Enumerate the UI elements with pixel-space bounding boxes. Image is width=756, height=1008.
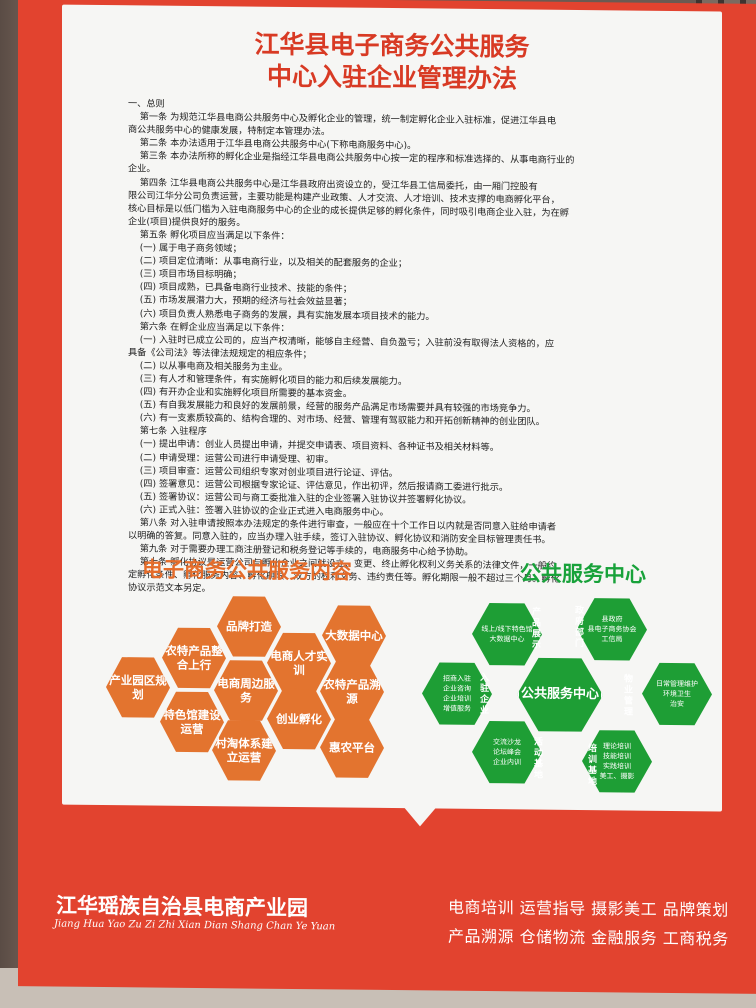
label-training: 培训基地 — [588, 744, 598, 788]
hex-farmer-platform: 惠农平台 — [320, 715, 384, 780]
poster-title: 江华县电子商务公共服务 中心入驻企业管理办法 — [62, 27, 722, 98]
red-banner: 江华县电子商务公共服务 中心入驻企业管理办法 一、总则 第一条 为规范江华县电商… — [18, 0, 756, 994]
hex-brand: 品牌打造 — [217, 594, 281, 659]
hex-specialty-hall: 特色馆建设运营 — [160, 690, 224, 755]
hex-center: 公共服务中心 — [517, 655, 603, 734]
hex-incubation: 创业孵化 — [267, 687, 331, 752]
label-tenant: 入驻企业 — [480, 672, 490, 717]
services-heading: 电子商务公共服务内容 — [142, 557, 352, 584]
label-government: 政府部门 — [575, 605, 585, 650]
public-center-heading: 公共服务中心 — [520, 561, 646, 587]
white-panel: 江华县电子商务公共服务 中心入驻企业管理办法 一、总则 第一条 为规范江华县电商… — [62, 4, 722, 812]
park-pinyin: Jiang Hua Yao Zu Zi Zhi Xian Dian Shang … — [54, 918, 336, 933]
hex-property: 日常管理维护 环境卫生 治安 — [642, 661, 712, 728]
hex-talent-training: 电商人才实训 — [267, 631, 331, 696]
hex-government: 县政府 县电子商务协会 工信局 — [577, 596, 647, 663]
title-line-2: 中心入驻企业管理办法 — [266, 61, 517, 94]
hex-village-taobao: 村淘体系建立运营 — [212, 718, 276, 783]
label-product-display: 产品展示 — [532, 607, 542, 651]
panel-pointer — [398, 800, 442, 827]
services-line-1: 电商培训 运营指导 摄影美工 品牌策划 — [448, 897, 729, 920]
hex-traceability: 农特产品溯源 — [320, 659, 384, 724]
hex-activity: 交流沙龙 论坛峰会 企业内训 — [472, 719, 542, 786]
hex-peripheral-services: 电商周边服务 — [214, 658, 278, 723]
label-activity: 活动基地 — [534, 737, 544, 781]
label-property: 物业管理 — [624, 674, 634, 718]
hex-agri-products: 农特产品整合上行 — [162, 626, 226, 691]
services-line-2: 产品溯源 仓储物流 金融服务 工商税务 — [448, 926, 729, 949]
park-name: 江华瑶族自治县电商产业园 — [56, 892, 308, 921]
regulation-text: 一、总则 第一条 为规范江华县电商公共服务中心及孵化企业的管理，统一制定孵化企业… — [128, 98, 575, 595]
hex-bigdata: 大数据中心 — [322, 603, 386, 668]
hex-park-planning: 产业园区规划 — [106, 655, 170, 720]
